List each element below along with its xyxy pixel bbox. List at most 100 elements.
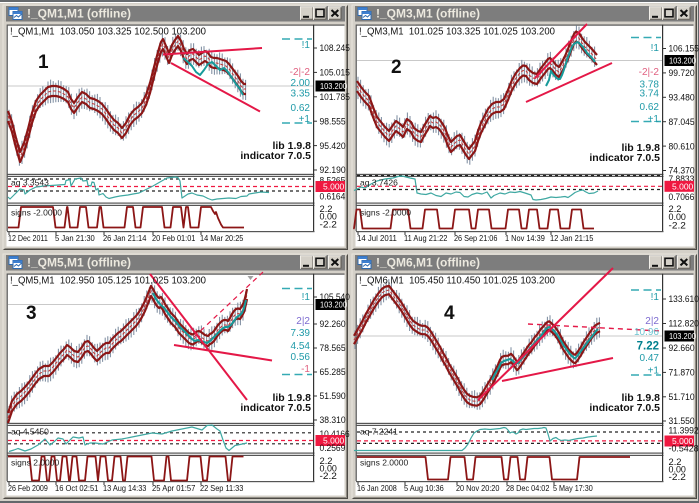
svg-text:0.7066: 0.7066: [669, 192, 695, 202]
svg-text:105.015: 105.015: [320, 68, 350, 78]
svg-text:20 Nov 20:20: 20 Nov 20:20: [456, 483, 500, 493]
svg-text:5.000: 5.000: [672, 436, 694, 446]
svg-text:65.285: 65.285: [320, 367, 346, 377]
svg-text:5.000: 5.000: [672, 182, 694, 192]
svg-text:103.200: 103.200: [320, 81, 347, 91]
svg-text:87.045: 87.045: [669, 117, 695, 127]
svg-text:2.2: 2.2: [669, 204, 682, 214]
svg-text:-2.2: -2.2: [320, 220, 337, 230]
svg-text:-2|-2: -2|-2: [290, 67, 311, 78]
svg-text:!_QM6,M1 (offline): !_QM6,M1 (offline): [376, 256, 480, 270]
svg-text:51.590: 51.590: [320, 391, 346, 401]
svg-text:31.550: 31.550: [669, 416, 695, 426]
svg-text:-2.2: -2.2: [669, 472, 686, 482]
svg-text:lib 1.9.8: lib 1.9.8: [272, 392, 311, 404]
svg-text:11 Aug 21:22: 11 Aug 21:22: [404, 233, 448, 243]
svg-text:14 Mar 20:25: 14 Mar 20:25: [200, 233, 244, 243]
svg-text:103.200: 103.200: [669, 56, 696, 66]
svg-text:!_QM6,M1 105.450 110.450 101.: !_QM6,M1 105.450 110.450 101.025 103.200: [359, 276, 555, 287]
svg-text:92.660: 92.660: [669, 343, 695, 353]
svg-text:-2.2: -2.2: [320, 471, 337, 481]
svg-text:2.00: 2.00: [291, 78, 311, 89]
svg-text:+1: +1: [648, 114, 660, 125]
svg-text:!_QM1,M1 103.050 103.325 102.: !_QM1,M1 103.050 103.325 102.500 103.200: [10, 27, 206, 38]
svg-text:-1: -1: [301, 364, 310, 375]
svg-text:aq 3.7426: aq 3.7426: [360, 177, 398, 187]
svg-text:aq 3.3543: aq 3.3543: [11, 177, 49, 187]
svg-text:0.62: 0.62: [291, 103, 311, 114]
svg-text:133.610: 133.610: [669, 294, 699, 304]
svg-text:!_QM5,M1 102.950 105.125 101.: !_QM5,M1 102.950 105.125 101.025 103.200: [10, 276, 206, 287]
svg-text:!_QM1,M1 (offline): !_QM1,M1 (offline): [27, 7, 131, 21]
svg-text:5 Jan 21:30: 5 Jan 21:30: [55, 233, 95, 243]
svg-text:10.96: 10.96: [634, 327, 659, 338]
svg-text:12 Dec 2011: 12 Dec 2011: [8, 233, 48, 243]
svg-text:aq 7.2241: aq 7.2241: [360, 426, 398, 436]
svg-text:indicator 7.0.5: indicator 7.0.5: [240, 402, 311, 414]
svg-text:1 Nov 14:39: 1 Nov 14:39: [505, 233, 545, 243]
svg-text:lib 1.9.8: lib 1.9.8: [621, 142, 660, 154]
svg-text:5 Aug 10:36: 5 Aug 10:36: [404, 483, 444, 493]
svg-text:!1: !1: [651, 292, 660, 303]
svg-text:12 Jan 21:15: 12 Jan 21:15: [550, 233, 594, 243]
svg-text:signs -2.0000: signs -2.0000: [11, 207, 62, 217]
svg-text:2.2: 2.2: [320, 456, 333, 466]
svg-text:28 Dec 04:02: 28 Dec 04:02: [506, 483, 550, 493]
svg-text:0.00: 0.00: [669, 212, 686, 222]
svg-text:74.370: 74.370: [669, 166, 695, 176]
svg-text:0.00: 0.00: [669, 465, 686, 475]
svg-text:4: 4: [444, 303, 455, 324]
svg-text:5.000: 5.000: [323, 436, 345, 446]
svg-text:-2|-2: -2|-2: [639, 67, 660, 78]
svg-text:lib 1.9.8: lib 1.9.8: [621, 392, 660, 404]
svg-text:7.22: 7.22: [637, 341, 659, 353]
svg-text:indicator 7.0.5: indicator 7.0.5: [589, 152, 660, 164]
svg-text:22 Sep 11:33: 22 Sep 11:33: [200, 483, 244, 493]
svg-text:26 Feb 2009: 26 Feb 2009: [8, 483, 48, 493]
svg-text:lib 1.9.8: lib 1.9.8: [272, 140, 311, 152]
svg-text:!1: !1: [651, 43, 660, 54]
svg-text:1: 1: [38, 52, 49, 73]
svg-text:80.610: 80.610: [669, 141, 695, 151]
svg-text:108.245: 108.245: [320, 43, 350, 53]
svg-text:7.39: 7.39: [291, 328, 311, 339]
svg-text:3.35: 3.35: [291, 89, 311, 100]
svg-text:103.200: 103.200: [669, 331, 696, 341]
svg-text:8.5265: 8.5265: [320, 176, 346, 186]
svg-text:26 Jan 21:14: 26 Jan 21:14: [103, 233, 147, 243]
svg-text:13 Aug 14:33: 13 Aug 14:33: [103, 483, 147, 493]
svg-text:4.54: 4.54: [291, 341, 311, 352]
svg-text:101.785: 101.785: [320, 92, 350, 102]
svg-text:signs -2.0000: signs -2.0000: [360, 207, 411, 217]
svg-text:106.155: 106.155: [669, 44, 699, 54]
svg-text:-0.5428: -0.5428: [669, 444, 699, 454]
svg-text:98.555: 98.555: [320, 116, 346, 126]
svg-text:5.000: 5.000: [323, 182, 345, 192]
svg-text:105.540: 105.540: [320, 292, 350, 302]
svg-text:!_QM3,M1 (offline): !_QM3,M1 (offline): [376, 7, 480, 21]
svg-text:16 Oct 02:51: 16 Oct 02:51: [55, 483, 99, 493]
svg-text:38.310: 38.310: [320, 415, 346, 425]
svg-text:aq 4.5450: aq 4.5450: [11, 426, 49, 436]
svg-text:103.200: 103.200: [320, 300, 347, 310]
svg-text:14 Jul 2011: 14 Jul 2011: [357, 233, 397, 243]
svg-text:0.00: 0.00: [320, 212, 337, 222]
svg-text:16 Jan 2008: 16 Jan 2008: [357, 483, 397, 493]
svg-text:92.190: 92.190: [320, 165, 346, 175]
svg-text:3.78: 3.78: [640, 80, 660, 91]
svg-text:7.8833: 7.8833: [669, 174, 695, 184]
svg-text:26 Sep 21:06: 26 Sep 21:06: [454, 233, 498, 243]
svg-text:signs 2.0000: signs 2.0000: [11, 457, 59, 467]
svg-text:78.565: 78.565: [320, 343, 346, 353]
svg-text:51.710: 51.710: [669, 392, 695, 402]
svg-text:2.2: 2.2: [320, 204, 333, 214]
svg-text:+1: +1: [299, 114, 311, 125]
svg-text:0.56: 0.56: [291, 352, 311, 363]
svg-text:2.2: 2.2: [669, 457, 682, 467]
svg-text:0.6164: 0.6164: [320, 192, 346, 202]
svg-text:indicator 7.0.5: indicator 7.0.5: [240, 150, 311, 162]
svg-text:-2.2: -2.2: [669, 221, 686, 231]
svg-text:+1: +1: [648, 366, 660, 377]
svg-text:10.4166: 10.4166: [320, 429, 350, 439]
svg-text:signs 2.0000: signs 2.0000: [360, 457, 408, 467]
